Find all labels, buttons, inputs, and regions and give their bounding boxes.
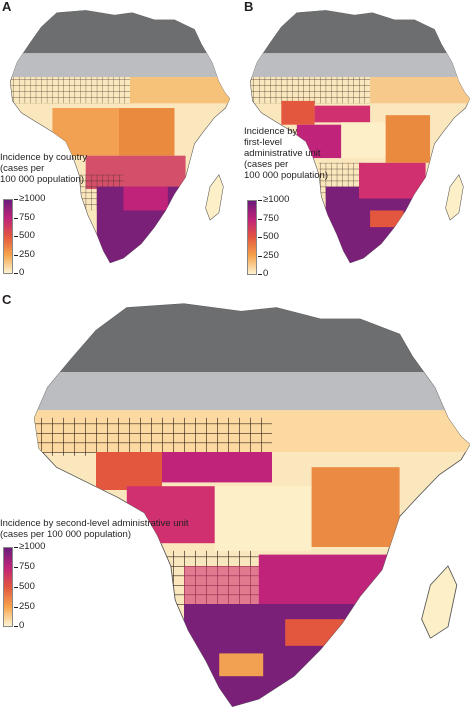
panel-c-tick-0: 0 [13,620,25,631]
panel-b-legend-bar [247,200,257,275]
panel-c-legend-bar [3,547,13,627]
panel-a-tick-250: 250 [14,249,35,260]
panel-c-tick-750: 750 [14,561,35,572]
panel-b-tick-0: 0 [257,268,269,279]
panel-a-legend: Incidence by country (cases per 100 000 … [0,152,130,278]
panel-c-map [33,302,470,708]
panel-a-tick-1000: ≥1000 [13,193,46,204]
panel-c-legend-title: Incidence by second-level administrative… [0,518,189,540]
panel-a-tick-750: 750 [14,212,35,223]
panel-b-letter: B [244,0,254,14]
panel-a-map [9,9,230,264]
panel-b-tick-750: 750 [258,213,279,224]
panel-a-tick-500: 500 [14,230,35,241]
panel-c-tick-500: 500 [14,581,35,592]
panel-c-tick-250: 250 [14,601,35,612]
panel-c-legend: Incidence by second-level administrative… [0,518,250,638]
panel-c-letter: C [2,292,12,307]
panel-a-letter: A [2,0,12,14]
panel-c-tick-1000: ≥1000 [13,541,46,552]
panel-b-legend-title: Incidence by first-level administrative … [244,126,328,181]
panel-b-tick-500: 500 [258,231,279,242]
panel-b-tick-1000: ≥1000 [257,194,290,205]
panel-a-legend-title: Incidence by country (cases per 100 000 … [0,152,88,185]
panel-b-tick-250: 250 [258,250,279,261]
panel-b-map [249,9,470,264]
panel-a-legend-bar [3,199,13,274]
panel-a-tick-0: 0 [13,267,25,278]
panel-b-legend: Incidence by first-level administrative … [244,126,364,286]
